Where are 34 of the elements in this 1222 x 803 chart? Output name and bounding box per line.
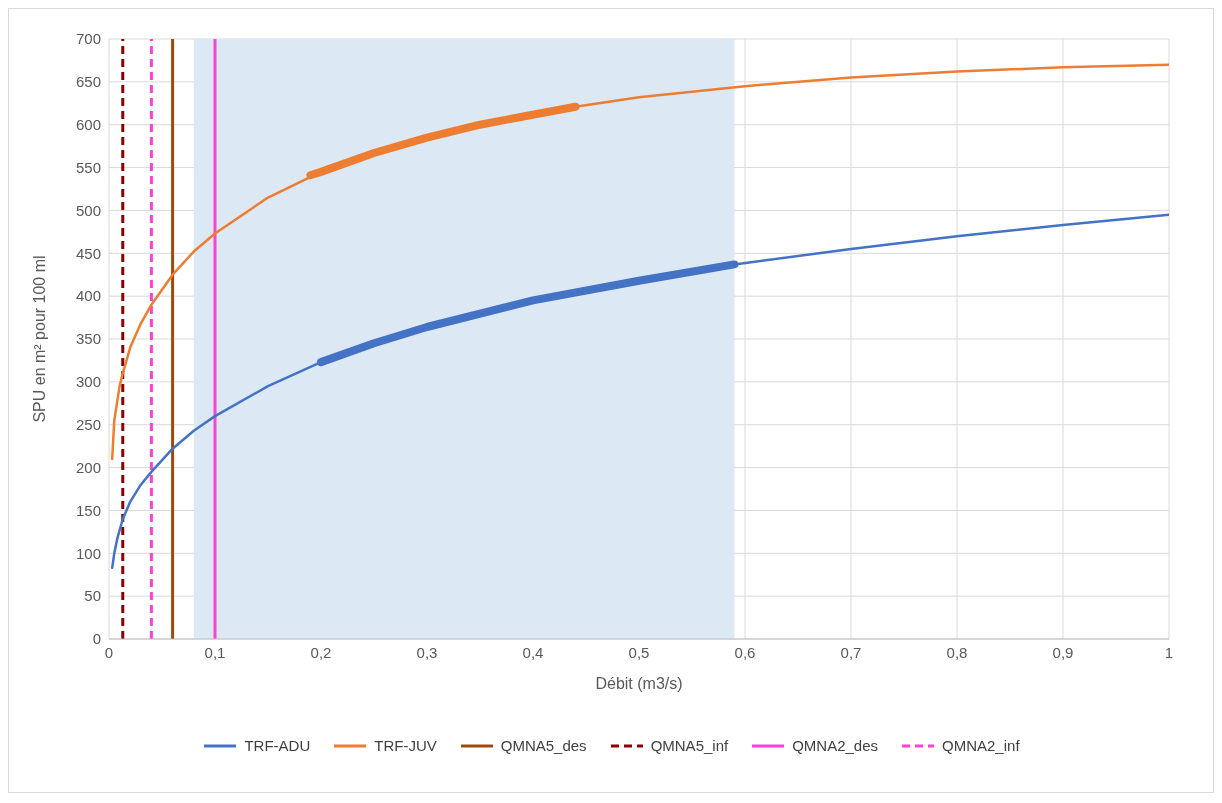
x-tick-label: 0,6 bbox=[734, 643, 756, 661]
y-tick-label: 150 bbox=[75, 501, 101, 519]
x-tick-label: 0,1 bbox=[204, 643, 226, 661]
y-tick-label: 450 bbox=[75, 244, 101, 262]
y-tick-label: 200 bbox=[75, 458, 101, 476]
y-tick-label: 0 bbox=[92, 630, 101, 648]
legend-label: QMNA2_inf bbox=[942, 737, 1020, 754]
x-tick-label: 0,9 bbox=[1052, 643, 1074, 661]
legend-label: QMNA2_des bbox=[792, 737, 879, 754]
y-tick-label: 250 bbox=[75, 416, 101, 434]
x-tick-label: 0,7 bbox=[840, 643, 862, 661]
x-tick-label: 0,4 bbox=[522, 643, 544, 661]
y-tick-label: 300 bbox=[75, 373, 101, 391]
x-axis-title: Débit (m3/s) bbox=[595, 675, 683, 692]
y-tick-label: 700 bbox=[75, 30, 101, 48]
x-tick-label: 0,8 bbox=[946, 643, 968, 661]
y-tick-label: 100 bbox=[75, 544, 101, 562]
y-tick-label: 600 bbox=[75, 116, 101, 134]
y-tick-label: 400 bbox=[75, 287, 101, 305]
y-tick-label: 50 bbox=[84, 587, 101, 605]
legend-label: QMNA5_des bbox=[500, 737, 587, 754]
y-tick-label: 550 bbox=[75, 158, 101, 176]
legend-label: QMNA5_inf bbox=[650, 737, 729, 754]
x-tick-label: 0,3 bbox=[416, 643, 438, 661]
y-tick-label: 650 bbox=[75, 73, 101, 91]
x-tick-label: 0,2 bbox=[310, 643, 332, 661]
x-tick-label: 0 bbox=[104, 643, 114, 661]
y-tick-label: 350 bbox=[75, 330, 101, 348]
x-tick-label: 1 bbox=[1164, 643, 1174, 661]
legend-label: TRF-ADU bbox=[244, 737, 311, 754]
legend-label: TRF-JUV bbox=[374, 737, 437, 754]
y-tick-label: 500 bbox=[75, 201, 101, 219]
x-tick-label: 0,5 bbox=[628, 643, 650, 661]
y-axis-title: SPU en m² pour 100 ml bbox=[30, 255, 48, 423]
